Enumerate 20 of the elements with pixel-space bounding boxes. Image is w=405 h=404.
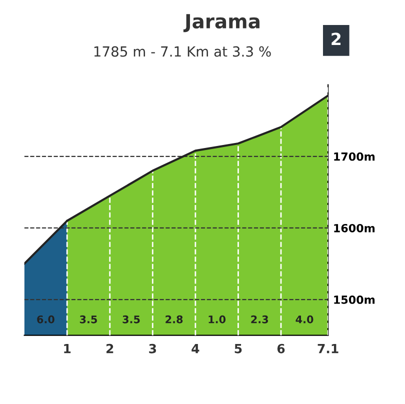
x-tick-label: 4 <box>192 344 200 354</box>
annotation: 1.0 <box>208 315 226 324</box>
x-tick-label: 6 <box>277 344 285 354</box>
x-tick-label: 7.1 <box>318 344 338 354</box>
chart-title: Jarama <box>183 14 260 32</box>
x-tick-label: 3 <box>149 344 156 354</box>
annotation: 3.5 <box>80 315 97 324</box>
x-tick-label: 5 <box>234 344 242 354</box>
x-tick-label: 1 <box>64 344 71 354</box>
annotation: 6.0 <box>37 315 54 324</box>
y-tick-label: 1500m <box>334 296 375 304</box>
x-tick-label: 2 <box>106 344 114 354</box>
annotation: 3.5 <box>122 315 140 324</box>
annotation: 4.0 <box>296 315 314 324</box>
annotation: 2.3 <box>251 315 268 324</box>
y-tick-label: 1600m <box>334 224 375 232</box>
text: 2 <box>332 32 340 45</box>
y-tick-label: 1700m <box>334 152 375 161</box>
chart-subtitle: 1785 m - 7.1 Km at 3.3 % <box>94 46 271 57</box>
annotation: 2.8 <box>166 315 183 324</box>
